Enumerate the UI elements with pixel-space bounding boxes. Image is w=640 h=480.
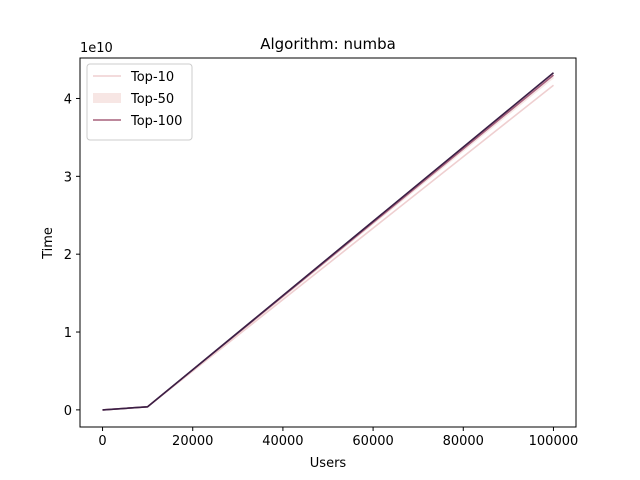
y-axis-label: Time (41, 227, 56, 260)
y-axis: 0 1 2 3 4 (64, 92, 80, 419)
x-tick-label: 80000 (443, 434, 484, 449)
legend: Top-10 Top-50 Top-100 (86, 63, 193, 141)
y-tick-label: 2 (64, 248, 72, 263)
plot-frame (79, 57, 577, 428)
chart-title: Algorithm: numba (260, 35, 396, 53)
x-tick-label: 20000 (172, 434, 213, 449)
legend-frame (86, 63, 193, 141)
x-tick-label: 40000 (262, 434, 303, 449)
x-axis-label: Users (310, 456, 347, 471)
plot-lines (102, 72, 555, 411)
x-tick-label: 100000 (529, 434, 579, 449)
legend-label: Top-50 (130, 92, 174, 107)
y-tick-label: 0 (64, 404, 72, 419)
x-axis: 0 20000 40000 60000 80000 100000 (98, 427, 578, 449)
legend-label: Top-10 (130, 70, 174, 85)
y-tick-label: 1 (64, 326, 72, 341)
y-offset-text: 1e10 (80, 41, 113, 56)
y-tick-label: 3 (64, 170, 72, 185)
x-tick-label: 0 (98, 434, 106, 449)
y-tick-label: 4 (64, 92, 72, 107)
legend-label: Top-100 (130, 114, 182, 129)
x-tick-label: 60000 (352, 434, 393, 449)
legend-swatch (93, 93, 121, 103)
series-line-4 (102, 72, 555, 411)
